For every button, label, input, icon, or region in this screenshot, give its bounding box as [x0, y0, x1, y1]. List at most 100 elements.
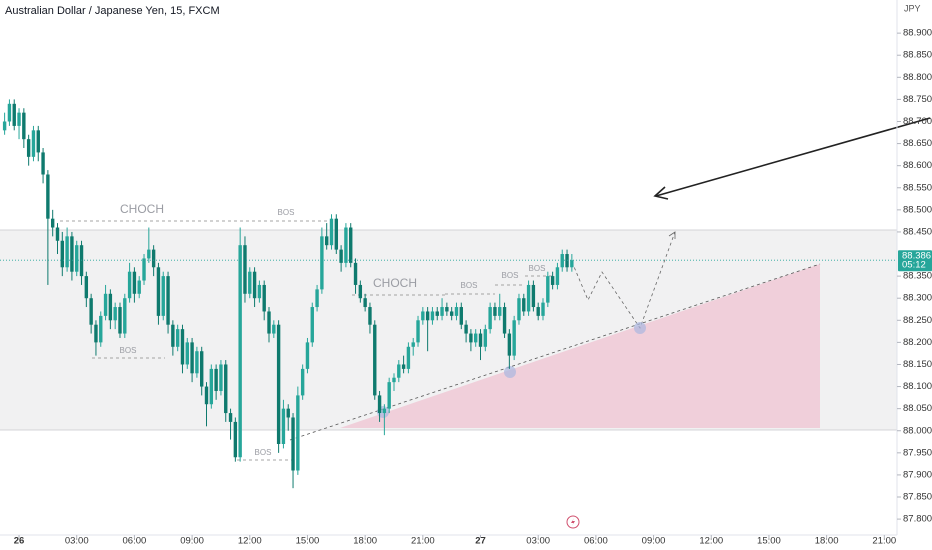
candle-body: [397, 364, 401, 378]
candle-body: [209, 368, 214, 405]
candle-body: [488, 307, 492, 330]
candle-body: [522, 298, 526, 312]
candle-body: [387, 382, 391, 409]
candle-body: [175, 329, 180, 347]
candle-body: [512, 320, 516, 356]
candle-body: [151, 249, 156, 268]
candle-body: [454, 307, 459, 316]
y-tick-label: 88.350: [903, 271, 932, 282]
y-tick-label: 87.800: [903, 514, 932, 525]
candle-body: [474, 333, 478, 343]
touch-point: [634, 322, 646, 334]
candle-body: [329, 218, 334, 246]
y-tick-label: 88.500: [903, 204, 932, 215]
x-tick-label: 06:00: [584, 536, 608, 547]
candle-body: [238, 245, 242, 458]
last-price-label: 88.386: [902, 251, 931, 262]
y-tick-label: 87.900: [903, 469, 932, 480]
candle-body: [421, 311, 425, 321]
candle-body: [267, 311, 271, 334]
chart-title: Australian Dollar / Japanese Yen, 15, FX…: [5, 5, 220, 17]
candle-body: [320, 236, 324, 290]
candle-body: [132, 271, 137, 294]
candle-body: [214, 368, 218, 391]
candle-body: [493, 307, 497, 316]
x-tick-label: 09:00: [180, 536, 204, 547]
candle-body: [406, 346, 411, 369]
candle-body: [31, 130, 36, 157]
y-tick-label: 88.700: [903, 116, 932, 127]
candle-body: [36, 130, 40, 153]
candle-body: [228, 413, 233, 422]
candle-body: [156, 267, 161, 316]
candle-body: [392, 377, 396, 383]
currency: JPY: [904, 3, 921, 13]
candle-body: [195, 351, 199, 374]
candle-body: [127, 271, 132, 299]
candle-body: [377, 395, 382, 414]
candle-body: [560, 254, 564, 268]
x-tick-label: 12:00: [699, 536, 723, 547]
candle-body: [84, 276, 89, 299]
x-tick-label: 12:00: [238, 536, 262, 547]
candle-body: [464, 324, 468, 334]
candle-body: [324, 236, 329, 246]
candle-body: [498, 307, 502, 316]
candle-body: [315, 289, 319, 308]
candle-body: [435, 311, 439, 316]
candle-body: [99, 315, 103, 343]
candle-body: [565, 254, 569, 268]
candle-body: [286, 408, 290, 418]
y-tick-label: 88.050: [903, 403, 932, 414]
candle-body: [449, 311, 454, 316]
candle-body: [7, 103, 12, 122]
candle-body: [272, 324, 276, 334]
candle-body: [89, 298, 93, 325]
candle-body: [276, 324, 281, 444]
candle-body: [281, 408, 286, 444]
candle-body: [137, 280, 141, 294]
candle-body: [344, 227, 348, 263]
candle-body: [224, 364, 228, 414]
candle-body: [166, 276, 170, 325]
candle-body: [334, 218, 339, 250]
y-tick-label: 88.200: [903, 337, 932, 348]
candle-body: [65, 236, 69, 268]
candle-body: [469, 333, 473, 343]
candle-body: [353, 262, 358, 285]
candle-body: [507, 333, 512, 356]
candle-body: [296, 395, 300, 471]
y-tick-label: 88.000: [903, 425, 932, 436]
candle-body: [103, 293, 108, 316]
x-tick-label: 26: [14, 536, 25, 547]
y-tick-label: 88.800: [903, 72, 932, 83]
structure-label: CHOCH: [373, 276, 417, 290]
y-tick-label: 88.600: [903, 160, 932, 171]
candle-body: [55, 227, 60, 241]
candle-body: [147, 249, 151, 259]
candle-body: [50, 218, 55, 228]
y-tick-label: 88.100: [903, 381, 932, 392]
candle-body: [41, 152, 45, 175]
candle-body: [108, 293, 113, 321]
structure-lines: [60, 220, 676, 461]
x-tick-label: 18:00: [815, 536, 839, 547]
projection-arrowhead: [668, 231, 676, 239]
x-tick-label: 03:00: [526, 536, 550, 547]
candle-body: [252, 271, 257, 299]
candle-body: [22, 112, 26, 140]
y-tick-label: 88.850: [903, 50, 932, 61]
structure-label: BOS: [255, 448, 272, 457]
candle-body: [300, 368, 305, 396]
candle-body: [373, 324, 377, 396]
candle-body: [382, 408, 387, 414]
candle-body: [526, 284, 531, 312]
candle-body: [411, 342, 415, 347]
y-tick-label: 88.300: [903, 293, 932, 304]
candle-body: [291, 417, 295, 471]
x-tick-label: 06:00: [123, 536, 147, 547]
candle-body: [445, 307, 449, 312]
candle-body: [248, 271, 252, 294]
replay-icon[interactable]: [566, 515, 580, 529]
